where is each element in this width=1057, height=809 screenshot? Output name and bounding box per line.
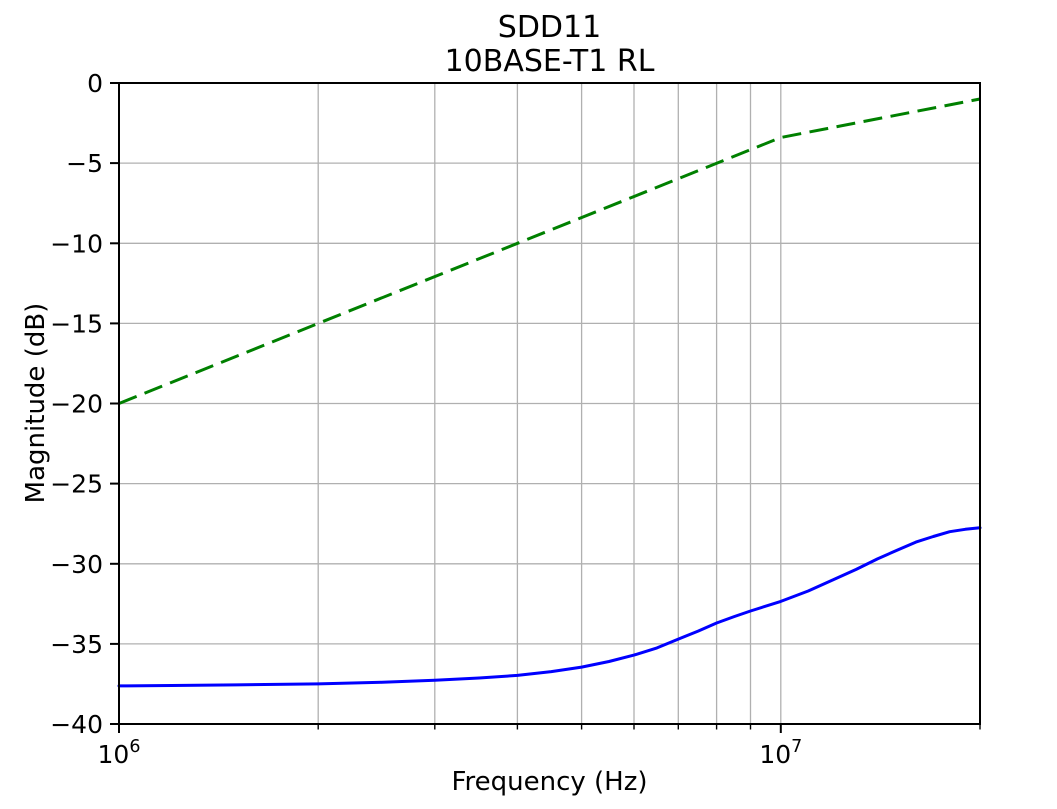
chart-title-line2: 10BASE-T1 RL [444,44,655,79]
y-axis-label: Magnitude (dB) [21,302,51,504]
chart-title-line1: SDD11 [497,10,602,45]
y-tick-label: −30 [50,550,103,579]
y-tick-label: −35 [50,630,103,659]
y-tick-label: −40 [50,710,103,739]
x-axis-label: Frequency (Hz) [451,767,648,797]
y-tick-label: −15 [50,309,103,338]
y-tick-label: 0 [87,69,103,98]
series-limit-line [118,97,981,405]
chart-title: SDD11 10BASE-T1 RL [119,11,980,79]
y-tick-label: −5 [66,149,103,178]
y-tick-label: −10 [50,229,103,258]
x-tick-label: 106 [98,737,141,769]
y-tick-label: −25 [50,470,103,499]
x-tick-label: 107 [759,737,802,769]
series-measurement [117,526,982,688]
y-tick-label: −20 [50,390,103,419]
